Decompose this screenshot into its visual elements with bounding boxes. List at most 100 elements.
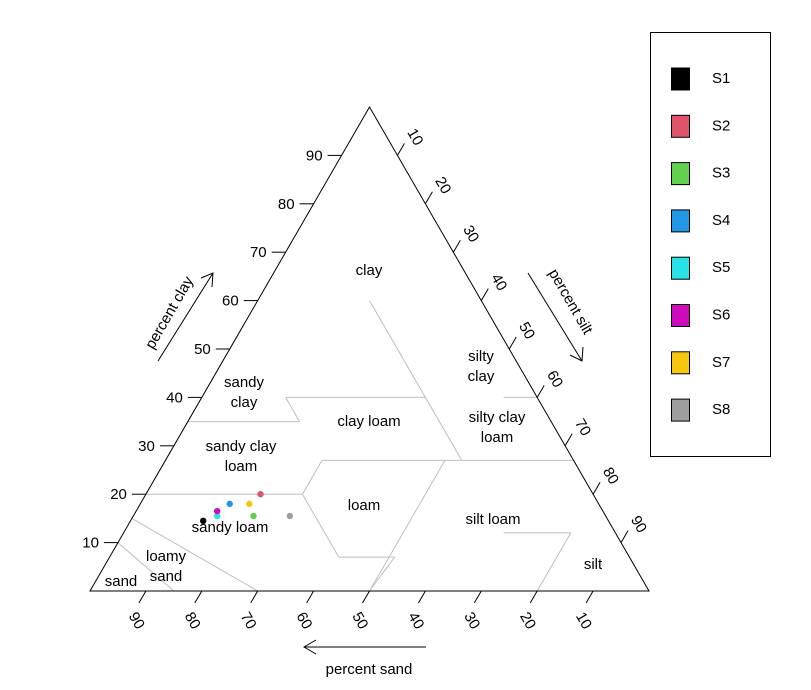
sand-tick xyxy=(194,590,203,604)
legend-box xyxy=(650,32,771,457)
sand-tick-label: 70 xyxy=(237,609,260,632)
clay-tick-label: 90 xyxy=(306,147,323,164)
legend-label: S6 xyxy=(712,306,730,323)
texture-triangle xyxy=(89,106,650,592)
silt-tick-label: 70 xyxy=(571,416,594,439)
silt-tick xyxy=(452,239,461,253)
region-boundary xyxy=(369,556,396,592)
sample-points xyxy=(199,491,294,525)
region-boundary xyxy=(117,542,175,592)
silt-tick xyxy=(397,143,405,156)
clay-tick-label: 70 xyxy=(250,244,267,261)
data-point-s6 xyxy=(213,507,221,515)
sand-tick xyxy=(306,590,315,604)
clay-tick-label: 40 xyxy=(166,389,183,406)
data-point-s1 xyxy=(199,517,207,525)
sand-tick xyxy=(585,590,594,604)
region-label: loamy xyxy=(146,548,187,565)
region-label: silty xyxy=(468,348,494,365)
region-boundary xyxy=(369,300,426,398)
silt-tick-label: 50 xyxy=(515,319,538,342)
silt-tick-label: 90 xyxy=(627,513,650,536)
sand-tick xyxy=(473,590,482,604)
legend-swatch xyxy=(671,209,690,233)
silt-tick-label: 40 xyxy=(487,271,510,294)
region-label: clay loam xyxy=(337,413,400,430)
sand-axis-title: percent sand xyxy=(326,661,413,678)
legend: S1 S2 S3 S4 S5 S6 S7 S8 xyxy=(650,32,771,457)
sand-tick-label: 20 xyxy=(516,609,539,632)
data-point-s7 xyxy=(246,500,253,508)
sand-tick xyxy=(529,590,538,604)
clay-tick-label: 50 xyxy=(194,341,211,358)
legend-swatch xyxy=(671,114,690,138)
region-label: sand xyxy=(105,573,138,590)
legend-label: S7 xyxy=(712,354,730,371)
silt-tick xyxy=(592,481,601,495)
axis-ticks: 10 20 30 40 50 60 70 80 90 10 20 30 40 50 60 70 80 90 90 80… xyxy=(82,126,650,633)
clay-tick-label: 30 xyxy=(138,438,155,455)
region-label: sandy xyxy=(224,374,265,391)
legend-label: S8 xyxy=(712,401,730,418)
legend-label: S5 xyxy=(712,259,730,276)
region-label: silt loam xyxy=(465,511,520,528)
silt-tick-label: 10 xyxy=(403,126,426,149)
silt-axis-title: percent silt xyxy=(545,266,596,338)
silt-tick xyxy=(480,288,489,301)
data-point-s8 xyxy=(286,512,294,520)
legend-label: S3 xyxy=(712,165,730,182)
region-boundary xyxy=(285,397,301,422)
data-point-s5 xyxy=(213,512,221,520)
region-boundaries xyxy=(117,300,574,592)
region-boundary xyxy=(131,517,258,592)
data-point-s4 xyxy=(226,500,233,508)
region-boundary xyxy=(536,532,572,592)
region-boundary xyxy=(301,460,323,495)
region-labels: clay silty clay sandy clay silty clay loam clay… xyxy=(105,262,603,590)
sand-tick xyxy=(362,590,370,604)
silt-tick xyxy=(424,191,433,205)
clay-axis-title: percent clay xyxy=(142,273,197,352)
legend-swatch xyxy=(671,67,690,91)
silt-tick-label: 80 xyxy=(599,464,622,487)
region-label: silty clay xyxy=(469,409,526,426)
legend-label: S2 xyxy=(712,117,730,134)
region-boundary xyxy=(301,493,340,558)
silt-tick xyxy=(508,336,517,350)
legend-label: S1 xyxy=(712,70,730,87)
legend-label: S4 xyxy=(712,212,730,229)
region-label: loam xyxy=(225,458,258,475)
silt-tick-label: 30 xyxy=(459,222,482,245)
legend-swatch xyxy=(671,304,690,327)
sand-tick xyxy=(417,590,426,604)
region-label: clay xyxy=(468,368,495,385)
sand-tick-label: 90 xyxy=(125,609,148,632)
sand-tick xyxy=(250,590,259,604)
region-label: clay xyxy=(231,394,258,411)
sand-tick-label: 80 xyxy=(181,609,204,632)
sand-tick-label: 10 xyxy=(572,609,595,632)
legend-swatch xyxy=(671,398,690,422)
legend-swatch xyxy=(671,351,690,375)
clay-tick-label: 80 xyxy=(278,196,295,213)
clay-axis-arrow xyxy=(157,272,214,362)
data-point-s3 xyxy=(250,512,257,520)
region-label: silt xyxy=(584,556,603,573)
sand-tick-label: 60 xyxy=(293,609,316,632)
data-point-s2 xyxy=(257,491,264,498)
silt-tick xyxy=(564,433,573,447)
region-label: loam xyxy=(348,497,381,514)
sand-tick-label: 30 xyxy=(460,609,483,632)
clay-tick-label: 10 xyxy=(82,535,99,552)
legend-swatch xyxy=(671,256,690,280)
triangle-outline xyxy=(89,106,650,592)
region-boundary xyxy=(369,460,446,592)
silt-tick xyxy=(620,530,629,543)
clay-tick-label: 20 xyxy=(110,486,127,503)
silt-tick-label: 20 xyxy=(431,174,454,197)
region-label: sandy loam xyxy=(192,519,269,536)
sand-tick xyxy=(138,590,147,604)
region-boundary xyxy=(424,397,463,461)
silt-axis-arrowhead xyxy=(569,346,584,362)
